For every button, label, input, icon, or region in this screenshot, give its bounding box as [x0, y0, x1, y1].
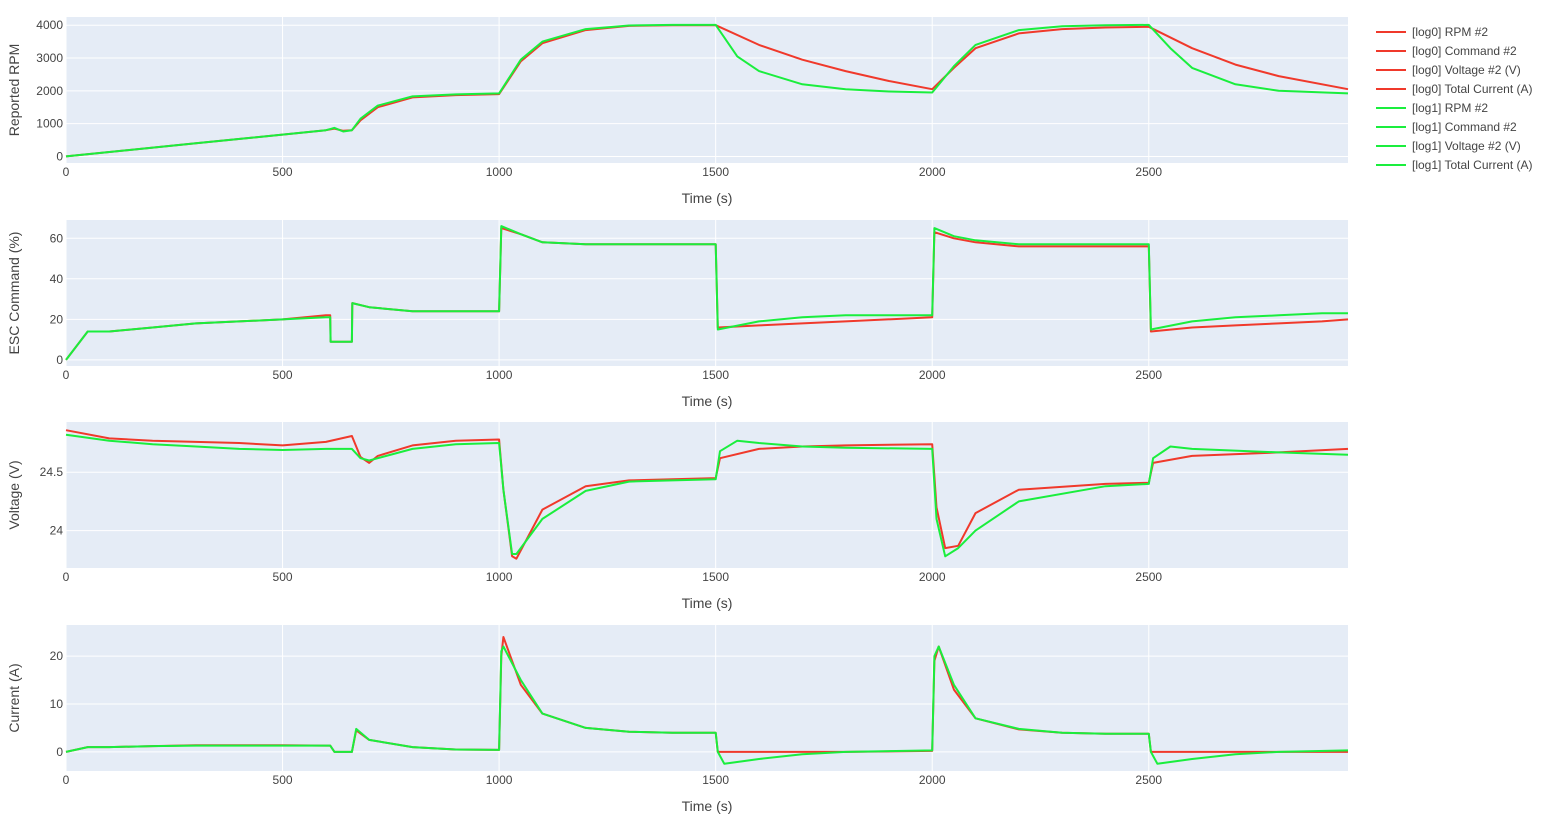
series-line — [65, 23, 1349, 158]
legend-swatch — [1376, 68, 1406, 71]
x-axis-title: Time (s) — [682, 190, 733, 206]
subplot-4: 0 500 1000 1500 2000 2500 0 10 20 Time (s) Current… — [6, 625, 1349, 814]
legend-item[interactable]: [log0] RPM #2 — [1376, 22, 1540, 41]
x-tick-label: 500 — [273, 368, 293, 382]
x-tick-label: 1500 — [702, 368, 729, 382]
legend-item[interactable]: [log0] Voltage #2 (V) — [1376, 60, 1540, 79]
plot-area — [66, 17, 1348, 163]
legend-label: [log0] Voltage #2 (V) — [1412, 62, 1521, 77]
x-tick-label: 2000 — [919, 570, 946, 584]
x-tick-label: 1000 — [486, 773, 513, 787]
x-tick-label: 0 — [63, 368, 70, 382]
legend-swatch — [1376, 144, 1406, 147]
legend-label: [log0] Command #2 — [1412, 43, 1517, 58]
plot-area — [66, 625, 1348, 771]
legend-item[interactable]: [log0] Total Current (A) — [1376, 79, 1540, 98]
x-tick-label: 1500 — [702, 570, 729, 584]
series-line — [65, 433, 1349, 558]
legend-item[interactable]: [log1] Voltage #2 (V) — [1376, 136, 1540, 155]
legend-item[interactable]: [log1] Command #2 — [1376, 117, 1540, 136]
x-tick-label: 1000 — [486, 165, 513, 179]
legend-label: [log1] Command #2 — [1412, 119, 1517, 134]
legend-swatch — [1376, 163, 1406, 166]
x-tick-label: 1500 — [702, 165, 729, 179]
x-tick-label: 500 — [273, 773, 293, 787]
legend-label: [log1] Total Current (A) — [1412, 157, 1533, 172]
legend-swatch — [1376, 30, 1406, 33]
y-tick-label: 40 — [50, 272, 64, 286]
x-tick-label: 500 — [273, 570, 293, 584]
x-tick-label: 2000 — [919, 773, 946, 787]
x-tick-label: 1000 — [486, 570, 513, 584]
y-tick-label: 24.5 — [40, 465, 64, 479]
plot-area — [66, 220, 1348, 366]
y-tick-label: 20 — [50, 312, 64, 326]
y-tick-label: 24 — [50, 524, 64, 538]
series-line — [65, 225, 1348, 361]
legend-swatch — [1376, 87, 1406, 90]
legend-swatch — [1376, 106, 1406, 109]
x-axis-title: Time (s) — [682, 595, 733, 611]
legend-label: [log0] Total Current (A) — [1412, 81, 1533, 96]
y-tick-label: 0 — [56, 149, 63, 163]
legend: [log0] RPM #2 [log0] Command #2 [log0] Vol… — [1376, 22, 1540, 174]
y-tick-label: 0 — [56, 745, 63, 759]
x-axis-title: Time (s) — [682, 393, 733, 409]
legend-label: [log0] RPM #2 — [1412, 24, 1489, 39]
y-tick-label: 0 — [56, 353, 63, 367]
legend-swatch — [1376, 125, 1406, 128]
subplot-2: 0 500 1000 1500 2000 2500 0 20 40 60 Time (s) ESC C… — [6, 220, 1349, 409]
legend-swatch — [1376, 49, 1406, 52]
x-tick-label: 2500 — [1135, 570, 1162, 584]
x-tick-label: 0 — [63, 165, 70, 179]
legend-label: [log1] Voltage #2 (V) — [1412, 138, 1521, 153]
x-tick-label: 2000 — [919, 368, 946, 382]
legend-item[interactable]: [log1] Total Current (A) — [1376, 155, 1540, 174]
x-tick-label: 2500 — [1135, 773, 1162, 787]
y-axis-title: ESC Command (%) — [6, 232, 22, 355]
x-tick-label: 0 — [63, 570, 70, 584]
series-line — [65, 429, 1349, 560]
series-line — [65, 645, 1349, 765]
x-axis-title: Time (s) — [682, 798, 733, 814]
y-tick-label: 20 — [50, 649, 64, 663]
y-tick-label: 4000 — [36, 18, 63, 32]
x-tick-label: 2500 — [1135, 368, 1162, 382]
plot-area — [66, 422, 1348, 568]
x-tick-label: 500 — [273, 165, 293, 179]
y-axis-title: Reported RPM — [6, 44, 22, 137]
legend-item[interactable]: [log1] RPM #2 — [1376, 98, 1540, 117]
x-tick-label: 2500 — [1135, 165, 1162, 179]
y-axis-title: Voltage (V) — [6, 460, 22, 529]
y-tick-label: 2000 — [36, 84, 63, 98]
x-tick-label: 1000 — [486, 368, 513, 382]
subplot-3: 0 500 1000 1500 2000 2500 24 24.5 Time (s) Voltag… — [6, 422, 1349, 611]
y-tick-label: 60 — [50, 231, 64, 245]
legend-item[interactable]: [log0] Command #2 — [1376, 41, 1540, 60]
x-tick-label: 2000 — [919, 165, 946, 179]
legend-label: [log1] RPM #2 — [1412, 100, 1489, 115]
x-tick-label: 0 — [63, 773, 70, 787]
subplot-1: 0 500 1000 1500 2000 2500 0 1000 2000 3000 4000 Tim… — [6, 17, 1349, 206]
y-tick-label: 3000 — [36, 51, 63, 65]
y-tick-label: 1000 — [36, 117, 63, 131]
x-tick-label: 1500 — [702, 773, 729, 787]
y-tick-label: 10 — [50, 697, 64, 711]
y-axis-title: Current (A) — [6, 663, 22, 732]
